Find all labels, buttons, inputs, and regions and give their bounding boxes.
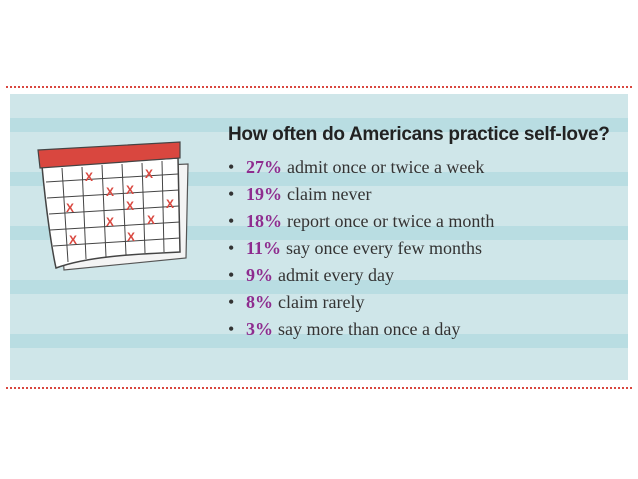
calendar-mark: X [106,215,114,229]
bullet-icon: • [228,292,235,312]
item-text: admit once or twice a week [287,157,485,177]
percent-value: 3% [246,319,273,339]
percent-value: 18% [246,211,282,231]
item-text: say once every few months [286,238,482,258]
infographic-title: How often do Americans practice self-lov… [228,124,610,145]
calendar-mark: X [166,197,174,211]
calendar-mark: X [126,183,134,197]
calendar-mark: X [126,199,134,213]
bullet-icon: • [228,184,235,204]
bullet-icon: • [228,319,235,339]
calendar-mark: X [145,167,153,181]
percent-value: 9% [246,265,273,285]
bullet-icon: • [228,238,235,258]
background-stripe [10,334,628,348]
stats-list: • 27% admit once or twice a week • 19% claim… [228,154,628,343]
list-item: • 18% report once or twice a month [228,208,628,235]
top-dotted-rule [6,86,632,88]
bullet-icon: • [228,265,235,285]
item-text: say more than once a day [278,319,461,339]
calendar-mark: X [147,213,155,227]
bullet-icon: • [228,211,235,231]
list-item: • 11% say once every few months [228,235,628,262]
background-stripe [10,118,628,132]
calendar-mark: X [85,170,93,184]
bottom-dotted-rule [6,387,632,389]
infographic-panel: X X X X X X X X X X X How often do Ameri… [10,94,628,380]
calendar-mark: X [127,230,135,244]
item-text: admit every day [278,265,394,285]
list-item: • 27% admit once or twice a week [228,154,628,181]
list-item: • 19% claim never [228,181,628,208]
calendar-mark: X [66,201,74,215]
calendar-mark: X [69,233,77,247]
stats-content: How often do Americans practice self-lov… [228,124,628,343]
list-item: • 8% claim rarely [228,289,628,316]
percent-value: 11% [246,238,282,258]
background-stripe [10,280,628,294]
item-text: claim never [287,184,372,204]
percent-value: 27% [246,157,282,177]
calendar-icon: X X X X X X X X X X X [37,141,189,271]
list-item: • 9% admit every day [228,262,628,289]
list-item: • 3% say more than once a day [228,316,628,343]
percent-value: 8% [246,292,273,312]
percent-value: 19% [246,184,282,204]
item-text: claim rarely [278,292,365,312]
bullet-icon: • [228,157,235,177]
item-text: report once or twice a month [287,211,495,231]
calendar-mark: X [106,185,114,199]
